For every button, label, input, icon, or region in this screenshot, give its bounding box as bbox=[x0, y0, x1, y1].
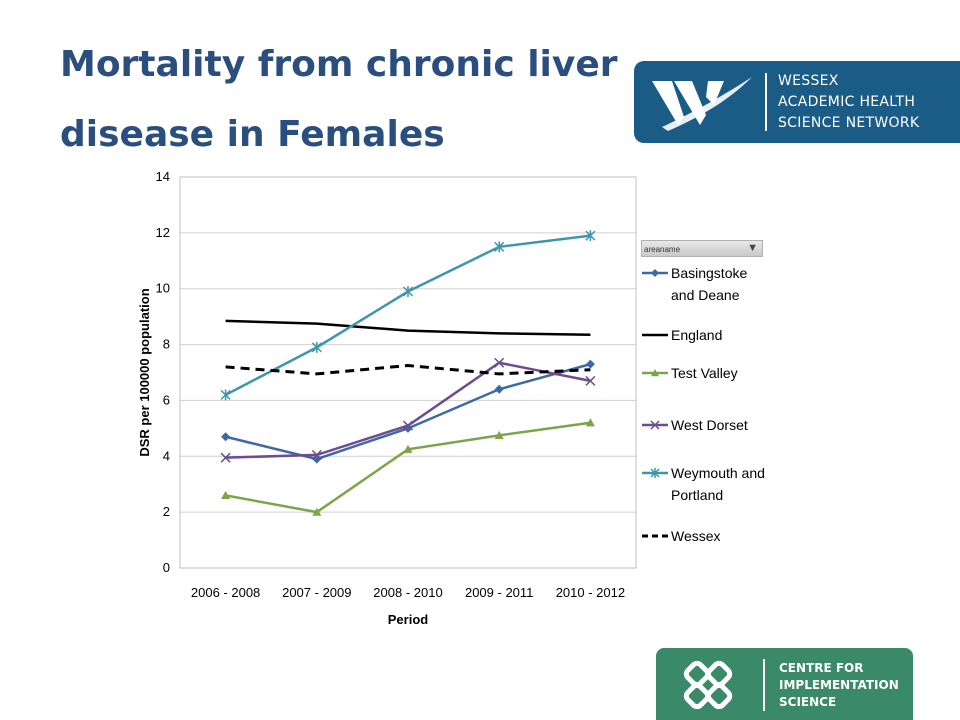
chart-legend: areaname ▼ Basingstoke and Deane England T… bbox=[641, 240, 765, 544]
cis-logo-divider bbox=[763, 659, 765, 711]
legend-swatch bbox=[642, 333, 668, 337]
series-line bbox=[225, 364, 591, 376]
data-point bbox=[585, 418, 595, 427]
x-tick-label: 2010 - 2012 bbox=[556, 585, 625, 600]
cis-logo-icon bbox=[683, 660, 733, 710]
y-tick-label: 4 bbox=[163, 448, 170, 463]
y-tick-label: 14 bbox=[156, 169, 170, 184]
wessex-logo-divider bbox=[765, 73, 767, 131]
data-point bbox=[311, 449, 322, 460]
legend-marker bbox=[650, 420, 660, 430]
series-line bbox=[225, 319, 591, 337]
data-point bbox=[312, 507, 322, 516]
series-line bbox=[225, 421, 591, 514]
data-point bbox=[220, 389, 231, 401]
cis-logo: CENTRE FOR IMPLEMENTATION SCIENCE bbox=[656, 648, 913, 720]
page-title: Mortality from chronic liver disease in … bbox=[60, 44, 618, 155]
data-point bbox=[494, 241, 505, 253]
data-point bbox=[402, 286, 414, 298]
plot-area bbox=[179, 176, 637, 569]
filter-icon[interactable]: ▼ bbox=[747, 242, 758, 254]
wessex-logo-text: WESSEX ACADEMIC HEALTH SCIENCE NETWORK bbox=[778, 71, 919, 134]
series-line bbox=[225, 361, 591, 459]
data-point bbox=[221, 490, 231, 499]
legend-swatch bbox=[642, 369, 668, 377]
legend-filter-label: areaname bbox=[644, 245, 681, 254]
data-point bbox=[585, 375, 596, 386]
cis-logo-line: CENTRE FOR bbox=[779, 661, 864, 675]
legend-swatch bbox=[642, 468, 668, 478]
y-tick-label: 12 bbox=[156, 225, 170, 240]
data-point bbox=[585, 230, 596, 242]
data-point bbox=[494, 357, 505, 368]
data-point bbox=[311, 341, 322, 353]
data-point bbox=[585, 359, 595, 369]
data-point bbox=[220, 452, 231, 463]
x-tick-label: 2009 - 2011 bbox=[465, 585, 533, 600]
legend-label: Basingstoke and Deane bbox=[671, 265, 748, 303]
legend-label: Wessex bbox=[671, 528, 721, 544]
data-point bbox=[494, 384, 504, 394]
legend-marker bbox=[651, 269, 659, 277]
legend-filter-header[interactable]: areaname ▼ bbox=[641, 240, 763, 257]
data-point bbox=[494, 430, 504, 439]
wessex-ahsn-logo: WESSEX ACADEMIC HEALTH SCIENCE NETWORK bbox=[634, 61, 960, 143]
legend-label: England bbox=[671, 327, 723, 343]
cis-logo-line: SCIENCE bbox=[779, 695, 837, 709]
data-point bbox=[221, 432, 231, 442]
wessex-logo-line: SCIENCE NETWORK bbox=[778, 115, 920, 131]
legend-swatch bbox=[642, 269, 668, 277]
legend-label: Weymouth and Portland bbox=[671, 465, 765, 503]
cis-logo-text: CENTRE FOR IMPLEMENTATION SCIENCE bbox=[779, 660, 899, 711]
legend-label: West Dorset bbox=[671, 417, 748, 433]
legend-marker bbox=[651, 369, 659, 377]
wessex-logo-line: ACADEMIC HEALTH bbox=[778, 94, 916, 110]
wessex-logo-line: WESSEX bbox=[778, 73, 839, 89]
legend-label: Test Valley bbox=[671, 365, 738, 381]
x-tick-label: 2007 - 2009 bbox=[282, 585, 351, 600]
y-tick-label: 8 bbox=[163, 337, 170, 352]
y-tick-label: 2 bbox=[163, 504, 170, 519]
legend-swatch bbox=[642, 534, 668, 538]
legend-marker bbox=[650, 468, 660, 478]
cis-logo-line: IMPLEMENTATION bbox=[779, 678, 899, 692]
data-point bbox=[402, 420, 414, 431]
legend-swatch bbox=[642, 420, 668, 430]
y-tick-label: 6 bbox=[163, 392, 170, 407]
y-tick-label: 0 bbox=[163, 560, 170, 575]
x-axis-title: Period bbox=[388, 612, 429, 627]
x-tick-label: 2008 - 2010 bbox=[373, 585, 442, 600]
x-tick-label: 2006 - 2008 bbox=[191, 585, 260, 600]
data-point bbox=[403, 444, 413, 453]
y-tick-label: 10 bbox=[156, 281, 170, 296]
y-axis-title: DSR per 100000 population bbox=[137, 288, 152, 456]
wessex-logo-icon bbox=[652, 77, 752, 131]
